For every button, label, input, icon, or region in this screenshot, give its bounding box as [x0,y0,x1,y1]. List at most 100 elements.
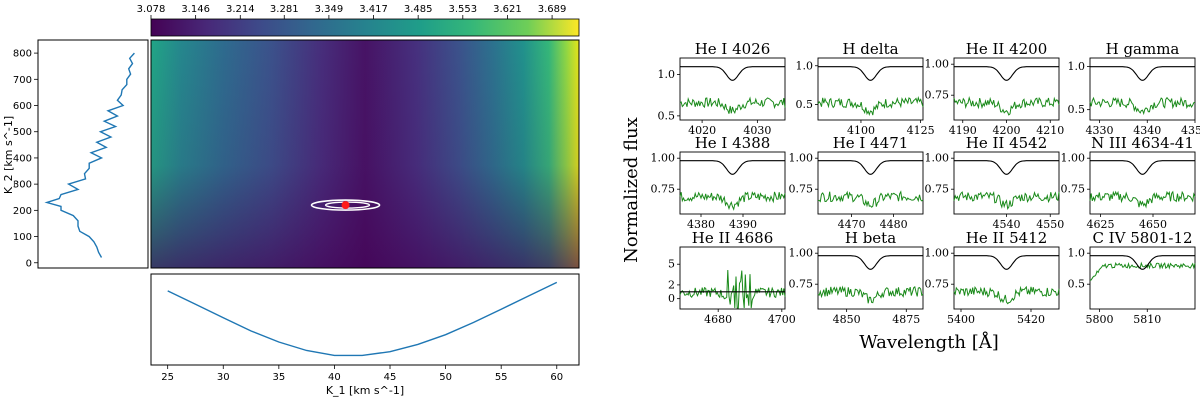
colorbar-tick-label: 3.553 [448,4,477,15]
panel-frame [679,57,786,121]
colorbar-tick-label: 3.281 [270,4,299,15]
panel-ytick-label: 1.0 [1068,247,1086,260]
observed-spectrum-line [953,285,1060,305]
spectral-panel: He II 4542 4540 4550 0.75 1.00 [925,134,1065,231]
k2-tick-label: 400 [13,153,32,164]
panel-title: He II 4542 [966,134,1048,152]
panel-frame [679,151,786,215]
panel-ytick-label: 0.75 [925,278,950,291]
observed-spectrum-line [679,191,786,211]
panel-ytick-label: 1.00 [925,247,950,260]
panel-ytick-label: 0.5 [796,98,814,111]
k1-tick-label: 40 [328,372,341,383]
panel-xtick-label: 4200 [993,124,1021,137]
panel-xtick-label: 4700 [768,313,796,326]
panel-ytick-label: 0.75 [789,278,814,291]
observed-spectrum-line [817,285,924,304]
panel-ytick-label: 5 [668,258,675,271]
observed-spectrum-line [1089,261,1196,281]
panel-xtick-label: 4550 [1036,218,1064,231]
colorbar: 3.078 3.146 3.214 3.281 3.349 3.417 3.485 3.553… [137,4,580,37]
panel-ytick-label: 2 [668,278,675,291]
model-spectrum-line [954,66,1059,81]
k2-tick-label: 600 [13,101,32,112]
spectral-panel: H beta 4850 4875 0.75 1.00 [789,229,924,326]
panel-title: H beta [845,229,896,247]
panel-xtick-label: 4380 [687,218,715,231]
k1-tick-label: 30 [217,372,230,383]
panel-frame [679,246,786,310]
observed-spectrum-line [817,96,924,117]
k1-tick-label: 55 [495,372,508,383]
observed-spectrum-line [1089,190,1196,209]
k2-profile-line [44,52,135,258]
k2-tick-label: 700 [13,75,32,86]
panel-title: H delta [842,40,898,58]
observed-spectrum-line [679,96,786,115]
model-spectrum-line [954,160,1059,175]
spectral-panel: He I 4388 4380 4390 0.75 1.00 [651,134,786,231]
heatmap-frame [150,39,580,269]
panel-xtick-label: 4020 [688,124,716,137]
panel-frame [953,151,1060,215]
panel-ytick-label: 0.75 [789,183,814,196]
panel-frame [953,246,1060,310]
observed-spectrum-line [817,190,924,208]
colorbar-tick-label: 3.349 [315,4,344,15]
panel-ytick-label: 0.75 [925,183,950,196]
spectral-panel: H delta 4100 4125 0.5 1.0 [796,40,935,137]
wavelength-axis-label: Wavelength [Å] [859,331,999,353]
k2-axis-ticks: 0 100 200 300 400 500 600 700 800 [13,49,38,269]
spectral-lines-grid: He I 4026 4020 4030 0.5 1.0 H delta 4100 4125 0.… [651,40,1200,326]
panel-frame [953,57,1060,121]
spectral-panel: He I 4026 4020 4030 0.5 1.0 [658,40,786,137]
model-spectrum-line [818,255,923,270]
k2-tick-label: 0 [26,258,32,269]
colorbar-tick-label: 3.146 [181,4,210,15]
k1-profile-line [167,281,558,357]
model-spectrum-line [1090,66,1195,81]
panel-frame [1089,151,1196,215]
model-spectrum-line [680,66,785,81]
panel-ytick-label: 0.75 [925,89,950,102]
observed-spectrum-line [1089,96,1196,116]
panel-frame [1089,246,1196,310]
best-fit-marker [341,201,350,210]
panel-xtick-label: 4470 [838,218,866,231]
observed-spectrum-line [953,95,1060,116]
normalized-flux-axis-label: Normalized flux [621,117,642,263]
panel-xtick-label: 5810 [1133,313,1161,326]
panel-ytick-label: 1.00 [925,152,950,165]
k1-tick-label: 35 [272,372,285,383]
k2-profile-panel: 0 100 200 300 400 500 600 700 800 K_2 [km s^-1] [2,39,149,269]
k1-tick-label: 45 [384,372,397,383]
colorbar-tick-label: 3.621 [493,4,522,15]
panel-xtick-label: 4680 [704,313,732,326]
colorbar-tick-label: 3.078 [137,4,166,15]
spectral-panel: He I 4471 4470 4480 0.75 1.00 [789,134,924,231]
spectral-panel: He II 4686 4680 4700 02 5 [668,229,796,326]
panel-ytick-label: 0.5 [658,109,676,122]
panel-title: He II 4686 [692,229,774,247]
panel-ytick-label: 0.5 [1068,278,1086,291]
observed-spectrum-line [953,190,1060,211]
k2-axis-label: K_2 [km s^-1] [2,116,15,194]
spectral-panel: He II 5412 5400 5420 0.75 1.00 [925,229,1060,326]
colorbar-tick-label: 3.417 [359,4,388,15]
panel-ytick-label: 0.75 [651,183,676,196]
spectral-panel: N III 4634-41 4625 4650 0.75 1.00 [1061,134,1196,231]
panel-xtick-label: 5400 [947,313,975,326]
panel-title: He II 4200 [966,40,1048,58]
model-spectrum-line [680,160,785,175]
panel-frame [817,57,924,121]
k1-tick-label: 60 [550,372,563,383]
k1-profile-panel: 25 30 35 40 45 50 55 60 K_1 [km s^-1] [150,273,580,397]
k2-tick-label: 200 [13,206,32,217]
panel-xtick-label: 4650 [1139,218,1167,231]
model-spectrum-line [1090,160,1195,175]
panel-ytick-label: 1.0 [658,68,676,81]
k2-tick-label: 100 [13,232,32,243]
panel-xtick-label: 4190 [949,124,977,137]
panel-xtick-label: 4125 [907,124,935,137]
